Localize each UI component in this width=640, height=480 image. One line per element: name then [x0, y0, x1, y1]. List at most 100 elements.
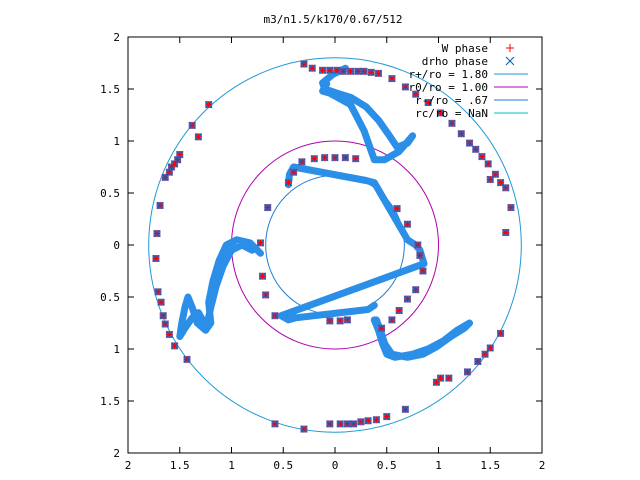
- point-w: [171, 342, 178, 349]
- point-w: [472, 146, 479, 153]
- point-w: [482, 351, 489, 358]
- x-tick-label: 1: [228, 459, 235, 472]
- point-w: [264, 204, 271, 211]
- point-w: [502, 184, 509, 191]
- point-w: [419, 268, 426, 274]
- point-w: [158, 299, 165, 306]
- x-tick-label: 0: [332, 459, 339, 472]
- point-w: [487, 176, 494, 183]
- point-w: [437, 375, 444, 382]
- legend-label: W phase: [442, 42, 488, 55]
- point-w: [319, 67, 326, 74]
- point-w: [174, 156, 181, 163]
- point-w: [352, 155, 359, 162]
- legend-label: drho phase: [422, 55, 488, 68]
- point-w: [332, 154, 338, 161]
- point-w: [157, 202, 164, 209]
- point-w: [321, 154, 328, 161]
- point-w: [375, 70, 382, 77]
- point-w: [326, 67, 333, 74]
- point-w: [337, 317, 344, 324]
- point-w: [162, 174, 169, 181]
- y-tick-label: 2: [113, 31, 120, 44]
- dense-band: [176, 236, 264, 340]
- point-w: [373, 416, 380, 423]
- point-w: [388, 75, 395, 82]
- point-w: [344, 420, 351, 427]
- point-w: [271, 312, 278, 319]
- point-w: [360, 68, 367, 75]
- point-w: [466, 140, 473, 147]
- point-w: [298, 158, 305, 165]
- point-w: [416, 252, 423, 259]
- x-tick-label: 2: [539, 459, 546, 472]
- point-w: [160, 312, 167, 319]
- legend-label: r+/ro = 1.80: [409, 68, 488, 81]
- point-w: [271, 420, 278, 427]
- point-w: [153, 230, 160, 237]
- point-w: [402, 83, 409, 90]
- point-w: [378, 325, 385, 332]
- data-markers: [152, 60, 515, 433]
- point-w: [485, 160, 492, 167]
- dense-band: [370, 316, 473, 361]
- point-w: [257, 239, 264, 246]
- point-w: [347, 68, 354, 75]
- y-tick-label: 0.5: [100, 291, 120, 304]
- point-w: [474, 358, 481, 365]
- point-w: [507, 204, 514, 211]
- x-tick-label: 1: [435, 459, 442, 472]
- point-w: [344, 316, 351, 323]
- point-w: [404, 221, 411, 228]
- point-w: [195, 133, 202, 140]
- point-w: [414, 242, 421, 248]
- point-w: [354, 68, 361, 75]
- point-w: [412, 286, 419, 293]
- point-w: [342, 154, 349, 161]
- point-w: [168, 164, 175, 170]
- point-w: [396, 307, 403, 314]
- point-w: [340, 68, 347, 75]
- point-w: [311, 155, 318, 162]
- y-tick-label: 0: [113, 239, 120, 252]
- point-w: [155, 288, 162, 295]
- point-w: [171, 160, 178, 167]
- point-w: [162, 321, 169, 328]
- y-tick-label: 2: [113, 447, 120, 460]
- legend-label: r0/ro = 1.00: [409, 81, 488, 94]
- point-w: [437, 109, 444, 116]
- point-w: [502, 229, 509, 236]
- axis-ticks: 2 1.5 1 0.5 0 0.5 1 1.5 221.510.500.511.52: [100, 31, 545, 472]
- x-tick-label: 1.5: [480, 459, 500, 472]
- point-w: [404, 296, 411, 303]
- legend-label: rc/ro = NaN: [415, 107, 488, 120]
- point-w: [394, 205, 401, 212]
- point-w: [458, 130, 465, 137]
- point-w: [365, 417, 372, 424]
- point-w: [326, 420, 333, 427]
- point-w: [152, 255, 159, 262]
- x-tick-label: 1.5: [170, 459, 190, 472]
- y-tick-label: 0.5: [100, 187, 120, 200]
- point-w: [166, 169, 173, 176]
- point-w: [497, 330, 504, 337]
- point-w: [300, 426, 307, 433]
- point-w: [259, 273, 266, 280]
- y-tick-label: 1.5: [100, 395, 120, 408]
- legend-label: r-/ro = .67: [415, 94, 488, 107]
- point-w: [189, 122, 196, 129]
- point-w: [497, 179, 504, 186]
- point-w: [412, 91, 419, 98]
- point-w: [300, 61, 307, 68]
- x-tick-label: 2: [125, 459, 132, 472]
- point-w: [425, 99, 432, 106]
- point-w: [402, 406, 409, 413]
- legend-marker: [506, 44, 514, 52]
- point-w: [445, 375, 452, 382]
- point-w: [337, 420, 344, 427]
- dense-band: [319, 64, 417, 164]
- point-w: [290, 169, 297, 176]
